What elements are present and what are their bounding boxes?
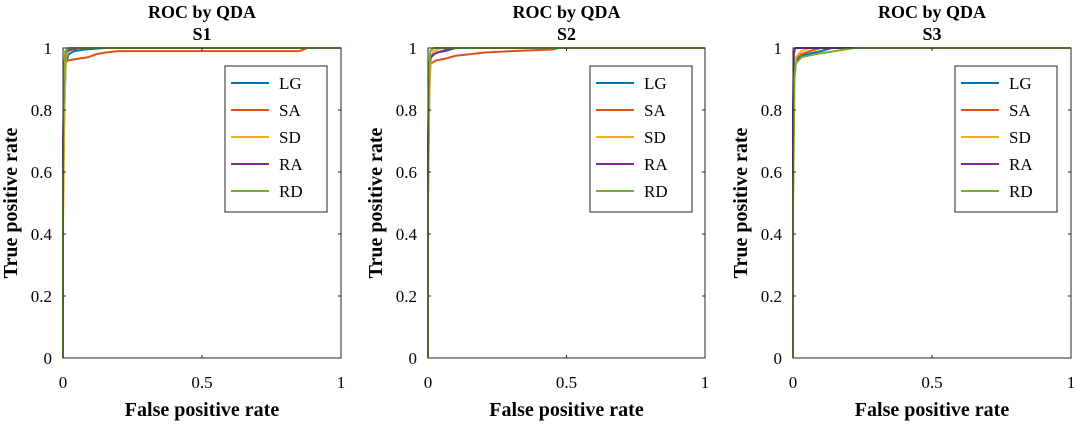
x-tick-label: 1 bbox=[337, 373, 346, 392]
y-axis-label: True positive rate bbox=[730, 128, 752, 279]
legend-label-sd: SD bbox=[279, 128, 301, 147]
x-tick-label: 0 bbox=[424, 373, 433, 392]
legend-label-sa: SA bbox=[279, 101, 301, 120]
x-tick-label: 0 bbox=[59, 373, 68, 392]
x-axis-label: False positive rate bbox=[489, 399, 644, 421]
y-tick-label: 0 bbox=[774, 349, 783, 368]
y-tick-label: 0.4 bbox=[31, 225, 53, 244]
chart-title: ROC by QDA bbox=[512, 2, 620, 22]
chart-subtitle: S3 bbox=[922, 24, 941, 44]
y-tick-label: 1 bbox=[409, 39, 418, 58]
y-tick-label: 0.8 bbox=[761, 101, 782, 120]
legend-box bbox=[954, 65, 1058, 213]
legend-label-lg: LG bbox=[644, 74, 667, 93]
y-tick-label: 0.2 bbox=[31, 287, 52, 306]
y-tick-label: 0 bbox=[44, 349, 53, 368]
legend-label-sa: SA bbox=[1009, 101, 1031, 120]
x-tick-label: 0 bbox=[789, 373, 798, 392]
y-axis-label: True positive rate bbox=[0, 128, 22, 279]
chart-subtitle: S2 bbox=[557, 24, 576, 44]
y-tick-label: 0.8 bbox=[396, 101, 417, 120]
y-tick-label: 0.2 bbox=[396, 287, 417, 306]
legend: LG SA SD RA RD bbox=[589, 65, 693, 213]
y-tick-label: 0.6 bbox=[396, 163, 417, 182]
legend: LG SA SD RA RD bbox=[224, 65, 328, 213]
legend-box bbox=[224, 65, 328, 213]
legend-label-rd: RD bbox=[644, 182, 668, 201]
legend: LG SA SD RA RD bbox=[954, 65, 1058, 213]
y-tick-label: 0.6 bbox=[31, 163, 52, 182]
x-tick-label: 1 bbox=[701, 373, 710, 392]
y-tick-label: 1 bbox=[774, 39, 783, 58]
y-tick-label: 0.4 bbox=[396, 225, 418, 244]
y-tick-label: 0.8 bbox=[31, 101, 52, 120]
legend-label-sa: SA bbox=[644, 101, 666, 120]
legend-label-rd: RD bbox=[1009, 182, 1033, 201]
y-tick-label: 0 bbox=[409, 349, 418, 368]
chart-subtitle: S1 bbox=[192, 24, 211, 44]
y-axis-label: True positive rate bbox=[365, 128, 387, 279]
x-tick-label: 0.5 bbox=[921, 373, 942, 392]
legend-label-lg: LG bbox=[1009, 74, 1032, 93]
legend-label-ra: RA bbox=[279, 155, 303, 174]
x-tick-label: 0.5 bbox=[556, 373, 577, 392]
x-tick-label: 0.5 bbox=[191, 373, 212, 392]
legend-label-sd: SD bbox=[644, 128, 666, 147]
legend-label-ra: RA bbox=[1009, 155, 1033, 174]
x-axis-label: False positive rate bbox=[125, 399, 280, 421]
y-tick-label: 0.2 bbox=[761, 287, 782, 306]
y-tick-label: 1 bbox=[44, 39, 53, 58]
legend-label-lg: LG bbox=[279, 74, 302, 93]
x-tick-label: 1 bbox=[1067, 373, 1074, 392]
chart-title: ROC by QDA bbox=[148, 2, 256, 22]
legend-label-sd: SD bbox=[1009, 128, 1031, 147]
legend-label-ra: RA bbox=[644, 155, 668, 174]
chart-title: ROC by QDA bbox=[878, 2, 986, 22]
legend-label-rd: RD bbox=[279, 182, 303, 201]
y-tick-label: 0.4 bbox=[761, 225, 783, 244]
y-tick-label: 0.6 bbox=[761, 163, 782, 182]
legend-box bbox=[589, 65, 693, 213]
x-axis-label: False positive rate bbox=[855, 399, 1010, 421]
